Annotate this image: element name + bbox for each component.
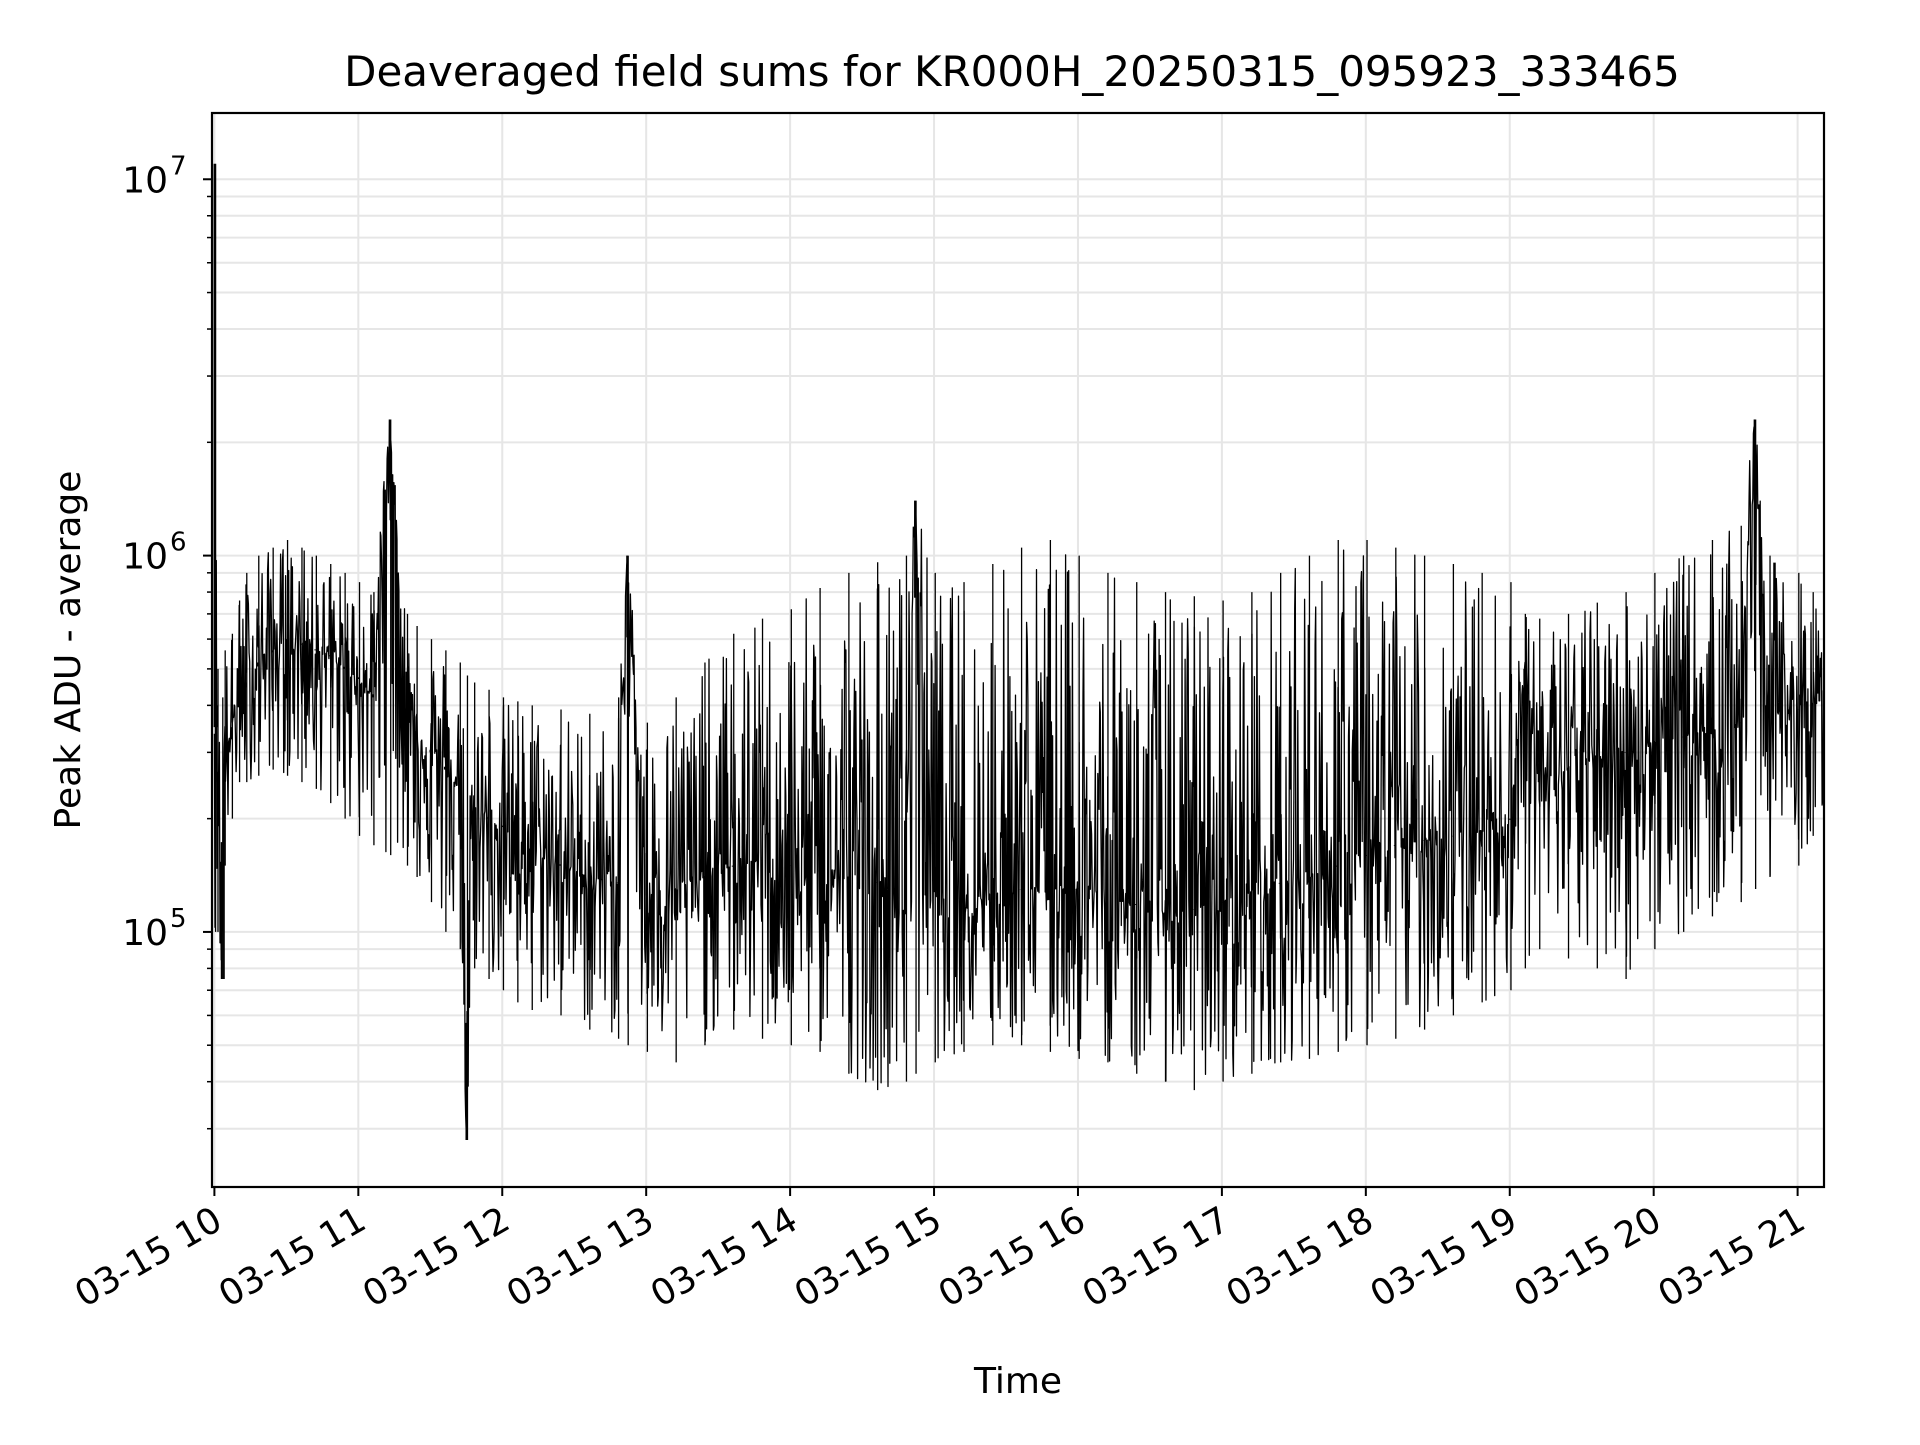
x-tick-label: 03-15 17 [1076, 1199, 1237, 1315]
y-tick-label: 10 [122, 913, 168, 954]
data-layer [213, 163, 1824, 1140]
series-trace [213, 420, 1824, 1137]
x-axis-label: Time [973, 1361, 1062, 1402]
x-tick-label: 03-15 12 [356, 1199, 517, 1315]
y-tick-exponent: 6 [170, 528, 187, 558]
y-tick-label: 10 [122, 537, 168, 578]
grid-layer [212, 113, 1824, 1187]
y-tick-exponent: 7 [170, 151, 187, 181]
x-tick-label: 03-15 16 [932, 1199, 1093, 1315]
x-tick-label: 03-15 11 [212, 1199, 373, 1315]
y-axis-label: Peak ADU - average [48, 471, 89, 830]
chart-title: Deaveraged field sums for KR000H_2025031… [344, 47, 1680, 96]
x-tick-label: 03-15 21 [1651, 1199, 1812, 1315]
plot-frame [210, 111, 1826, 1189]
x-tick-label: 03-15 13 [500, 1199, 661, 1315]
x-tick-label: 03-15 15 [788, 1199, 949, 1315]
x-tick-label: 03-15 18 [1220, 1199, 1381, 1315]
x-tick-label: 03-15 20 [1508, 1199, 1669, 1315]
y-tick-exponent: 5 [170, 904, 187, 934]
y-tick-label: 10 [122, 160, 168, 201]
x-tick-label: 03-15 14 [644, 1199, 805, 1315]
x-tick-label: 03-15 10 [68, 1199, 229, 1315]
x-tick-label: 03-15 19 [1364, 1199, 1525, 1315]
